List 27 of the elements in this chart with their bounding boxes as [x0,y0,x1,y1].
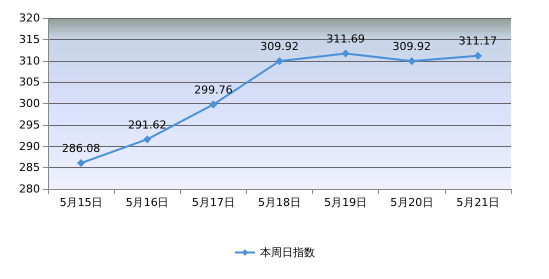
y-tick-label: 280 [19,182,40,196]
y-tick-label: 295 [19,118,40,132]
x-tick-label: 5月21日 [456,196,500,209]
point [77,159,86,168]
point [209,100,218,109]
x-tick-label: 5月15日 [60,196,103,209]
point [474,52,482,60]
legend-label: 本周日指数 [260,246,315,259]
point [276,57,284,66]
y-tick-label: 315 [19,32,40,46]
data-label: 299.76 [194,84,233,97]
y-tick-label: 285 [19,161,40,174]
y-tick-label: 300 [19,97,40,110]
data-label: 309.92 [260,40,299,54]
point [342,50,350,58]
x-tick-label: 5月17日 [192,196,235,209]
x-tick-label: 5月18日 [258,196,301,209]
y-tick-label: 305 [19,76,40,89]
point [143,135,152,144]
x-tick-label: 5月20日 [390,196,434,209]
x-tick-label: 5月19日 [324,196,368,209]
y-tick-label: 310 [19,54,40,68]
y-tick-label: 320 [19,12,40,24]
data-label: 309.92 [392,40,432,54]
x-tick-label: 5月16日 [126,196,169,209]
y-tick-label: 290 [19,140,40,153]
point [408,57,416,66]
